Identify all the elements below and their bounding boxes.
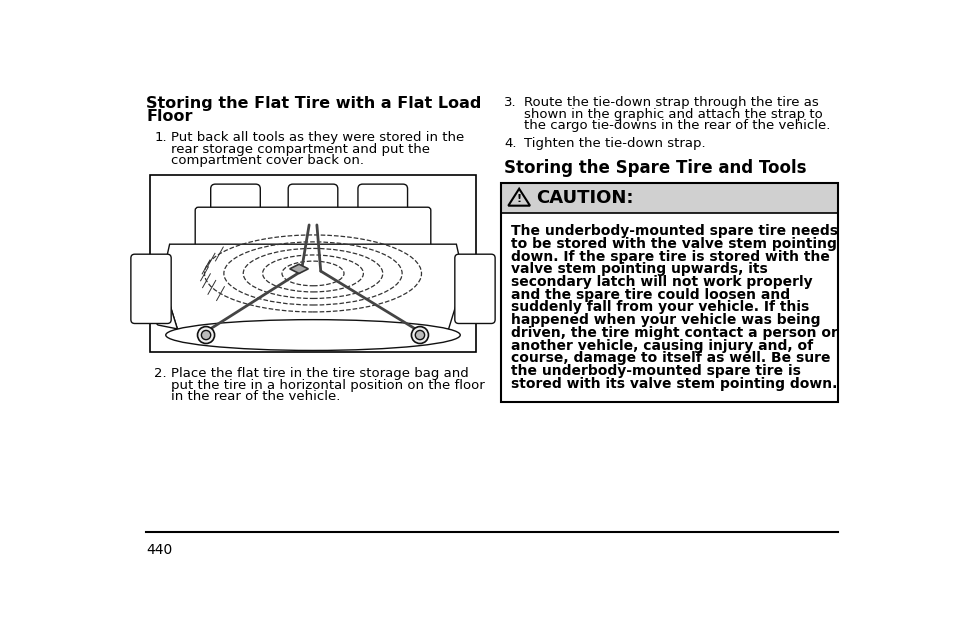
Text: 3.: 3.	[504, 96, 517, 109]
Bar	[500, 183, 838, 402]
Text: rear storage compartment and put the: rear storage compartment and put the	[171, 142, 430, 156]
Text: the cargo tie-downs in the rear of the vehicle.: the cargo tie-downs in the rear of the v…	[523, 120, 829, 132]
Text: to be stored with the valve stem pointing: to be stored with the valve stem pointin…	[511, 237, 837, 251]
FancyBboxPatch shape	[288, 184, 337, 219]
Text: driven, the tire might contact a person or: driven, the tire might contact a person …	[511, 326, 838, 340]
Bar	[500, 183, 838, 214]
Text: the underbody-mounted spare tire is: the underbody-mounted spare tire is	[511, 364, 801, 378]
Text: !: !	[516, 194, 521, 204]
Polygon shape	[142, 279, 177, 329]
Polygon shape	[162, 244, 464, 340]
Bar	[500, 183, 838, 402]
Polygon shape	[290, 264, 308, 273]
Text: stored with its valve stem pointing down.: stored with its valve stem pointing down…	[511, 377, 837, 391]
FancyBboxPatch shape	[195, 207, 431, 247]
FancyBboxPatch shape	[357, 184, 407, 219]
Text: Storing the Spare Tire and Tools: Storing the Spare Tire and Tools	[504, 160, 806, 177]
Circle shape	[197, 326, 214, 343]
FancyBboxPatch shape	[131, 254, 171, 324]
Text: Storing the Flat Tire with a Flat Load: Storing the Flat Tire with a Flat Load	[146, 96, 481, 111]
Text: suddenly fall from your vehicle. If this: suddenly fall from your vehicle. If this	[511, 300, 809, 314]
Text: secondary latch will not work properly: secondary latch will not work properly	[511, 275, 812, 289]
Text: happened when your vehicle was being: happened when your vehicle was being	[511, 313, 820, 327]
Circle shape	[415, 331, 424, 340]
Circle shape	[411, 326, 428, 343]
Text: compartment cover back on.: compartment cover back on.	[171, 154, 364, 167]
FancyBboxPatch shape	[455, 254, 495, 324]
Text: Put back all tools as they were stored in the: Put back all tools as they were stored i…	[171, 131, 464, 144]
Text: The underbody-mounted spare tire needs: The underbody-mounted spare tire needs	[511, 224, 838, 238]
Text: 440: 440	[146, 543, 172, 557]
Text: 2.: 2.	[154, 368, 167, 380]
Text: Floor: Floor	[146, 109, 193, 125]
Bar	[150, 175, 476, 352]
Polygon shape	[508, 189, 530, 205]
Text: course, damage to itself as well. Be sure: course, damage to itself as well. Be sur…	[511, 351, 830, 365]
Text: CAUTION:: CAUTION:	[536, 189, 633, 207]
Text: Tighten the tie-down strap.: Tighten the tie-down strap.	[523, 137, 704, 150]
Text: in the rear of the vehicle.: in the rear of the vehicle.	[171, 391, 340, 403]
Text: and the spare tire could loosen and: and the spare tire could loosen and	[511, 287, 790, 301]
Circle shape	[201, 331, 211, 340]
Text: 4.: 4.	[504, 137, 517, 150]
Text: shown in the graphic and attach the strap to: shown in the graphic and attach the stra…	[523, 108, 821, 121]
Text: 1.: 1.	[154, 131, 167, 144]
Text: Place the flat tire in the tire storage bag and: Place the flat tire in the tire storage …	[171, 368, 469, 380]
Ellipse shape	[166, 320, 459, 350]
Text: down. If the spare tire is stored with the: down. If the spare tire is stored with t…	[511, 249, 829, 263]
FancyBboxPatch shape	[211, 184, 260, 219]
Text: put the tire in a horizontal position on the floor: put the tire in a horizontal position on…	[171, 379, 484, 392]
Text: valve stem pointing upwards, its: valve stem pointing upwards, its	[511, 262, 767, 276]
Text: another vehicle, causing injury and, of: another vehicle, causing injury and, of	[511, 338, 813, 352]
Text: Route the tie-down strap through the tire as: Route the tie-down strap through the tir…	[523, 96, 818, 109]
